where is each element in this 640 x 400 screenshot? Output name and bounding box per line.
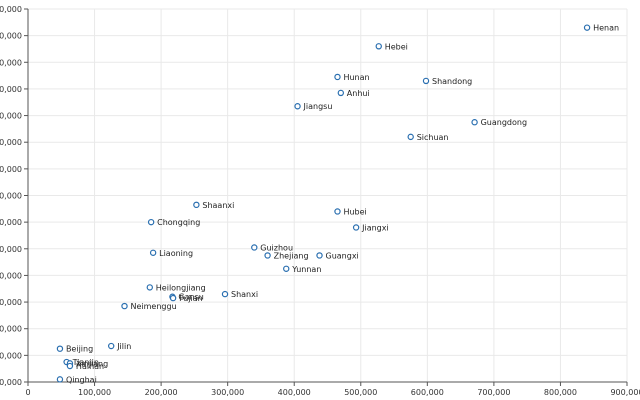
data-point[interactable] — [264, 252, 271, 259]
y-tick-label: 60,000 — [0, 245, 22, 254]
point-label: Henan — [593, 24, 619, 33]
point-label: Sichuan — [417, 133, 449, 142]
data-point[interactable] — [56, 376, 64, 383]
point-label: Fujian — [179, 294, 203, 303]
point-label: Chongqing — [157, 218, 200, 227]
point-label: Guangdong — [481, 118, 527, 127]
point-label: Hainan — [76, 362, 104, 371]
data-point[interactable] — [583, 24, 591, 31]
point-label: Heilongjiang — [156, 283, 206, 292]
point-label: Gansu — [178, 293, 203, 302]
data-point[interactable] — [337, 89, 345, 97]
point-label: Shanxi — [231, 290, 258, 299]
data-point[interactable] — [334, 208, 341, 215]
point-label: Anhui — [347, 89, 370, 98]
point-labels: Henan Hebei Hunan Shandong Anhui Jiangsu Guang… — [66, 24, 619, 385]
x-tick-label: 300,000 — [211, 388, 244, 397]
x-tick-label: 600,000 — [411, 388, 444, 397]
data-point[interactable] — [407, 133, 414, 141]
data-point[interactable] — [121, 302, 128, 310]
y-tick-label: 120,000 — [0, 85, 22, 94]
data-point[interactable] — [146, 284, 153, 291]
y-tick-label: 80,000 — [0, 192, 22, 201]
data-point[interactable] — [352, 224, 360, 231]
x-tick-label: 700,000 — [477, 388, 510, 397]
x-tick-label: 100,000 — [78, 388, 111, 397]
x-tick-label: 500,000 — [344, 388, 377, 397]
x-axis-ticks: 0 100,000 200,000 300,000 400,000 500,000 600,… — [25, 382, 640, 397]
data-point[interactable] — [169, 294, 177, 302]
point-label: Zhejiang — [274, 251, 309, 260]
point-label: Xinjiang — [76, 359, 108, 368]
data-point[interactable] — [375, 43, 382, 50]
point-label: Shandong — [432, 77, 472, 86]
data-point[interactable] — [221, 290, 229, 298]
point-label: Yunnan — [291, 265, 321, 274]
data-point[interactable] — [471, 119, 478, 126]
point-label: Jiangsu — [303, 102, 333, 111]
point-label: Guizhou — [260, 243, 293, 252]
data-point[interactable] — [107, 342, 115, 350]
data-point[interactable] — [294, 103, 301, 110]
x-tick-label: 0 — [25, 388, 30, 397]
data-point[interactable] — [251, 244, 258, 251]
point-label: Jilin — [116, 342, 131, 351]
data-point[interactable] — [147, 218, 155, 226]
point-label: Hebei — [385, 42, 408, 51]
data-point[interactable] — [149, 249, 157, 256]
point-label: Qinghai — [66, 375, 97, 384]
data-point[interactable] — [283, 265, 290, 272]
x-tick-label: 400,000 — [278, 388, 311, 397]
y-tick-label: 40,000 — [0, 298, 22, 307]
y-tick-label: 30,000 — [0, 325, 22, 334]
y-axis-ticks: 10,000 20,000 30,000 40,000 50,000 60,000 70,0… — [0, 5, 28, 387]
data-point[interactable] — [56, 345, 64, 352]
y-tick-label: 150,000 — [0, 5, 22, 14]
y-tick-label: 140,000 — [0, 32, 22, 41]
data-point[interactable] — [66, 362, 74, 370]
point-label: Shaanxi — [202, 201, 234, 210]
data-point[interactable] — [193, 201, 200, 209]
y-tick-label: 10,000 — [0, 378, 22, 387]
y-tick-label: 70,000 — [0, 218, 22, 227]
y-tick-label: 90,000 — [0, 165, 22, 174]
point-label: Liaoning — [159, 249, 193, 258]
y-tick-label: 50,000 — [0, 271, 22, 280]
point-label: Guangxi — [326, 251, 359, 260]
data-point[interactable] — [422, 77, 430, 85]
point-label: Hunan — [343, 73, 369, 82]
x-tick-label: 800,000 — [544, 388, 577, 397]
data-point[interactable] — [316, 252, 323, 259]
x-tick-label: 900,000 — [610, 388, 640, 397]
point-label: Hubei — [343, 207, 366, 216]
y-tick-label: 110,000 — [0, 112, 22, 121]
data-point[interactable] — [334, 73, 341, 81]
point-label: Jiangxi — [361, 223, 389, 232]
x-tick-label: 200,000 — [145, 388, 178, 397]
point-label: Neimenggu — [131, 302, 177, 311]
point-label: Beijing — [66, 345, 93, 354]
y-tick-label: 130,000 — [0, 58, 22, 67]
point-label: Tianjin — [72, 358, 99, 367]
y-tick-label: 100,000 — [0, 138, 22, 147]
y-tick-label: 20,000 — [0, 351, 22, 360]
grid — [28, 8, 628, 382]
data-points — [56, 24, 591, 383]
